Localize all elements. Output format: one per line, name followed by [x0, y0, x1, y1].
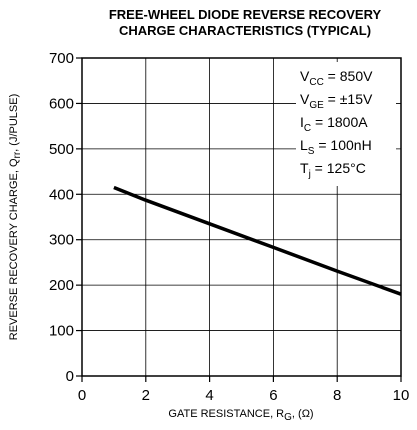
plot-frame	[81, 57, 402, 377]
x-tick-label: 8	[333, 387, 341, 404]
x-tick-label: 0	[78, 387, 86, 404]
y-tick-label: 100	[49, 323, 74, 340]
condition-line: LS = 100nH	[300, 137, 372, 157]
y-tick-label: 400	[49, 186, 74, 203]
chart-title-line-1: FREE-WHEEL DIODE REVERSE RECOVERY	[109, 7, 382, 22]
series-line	[113, 185, 402, 296]
condition-line: IC = 1800A	[300, 114, 368, 134]
chart-title-line-2: CHARGE CHARACTERISTICS (TYPICAL)	[119, 23, 371, 38]
conditions-box-bg	[296, 62, 396, 186]
y-tick-label: 700	[49, 50, 74, 67]
y-tick-label: 600	[49, 95, 74, 112]
y-axis-label: REVERSE RECOVERY CHARGE, Qrr, (J/PULSE)	[8, 94, 23, 341]
y-tick-label: 500	[49, 141, 74, 158]
x-axis-label: GATE RESISTANCE, RG, (Ω)	[168, 408, 313, 423]
conditions-box: VCC = 850V VGE = ±15V IC = 1800A LS = 100nH…	[300, 68, 373, 180]
condition-line: VCC = 850V	[300, 68, 373, 88]
x-axis-ticks: 0 2 4 6 8 10	[78, 376, 410, 404]
y-tick-label: 300	[49, 232, 74, 249]
y-tick-label: 200	[49, 277, 74, 294]
condition-line: VGE = ±15V	[300, 91, 373, 111]
x-tick-label: 10	[393, 387, 410, 404]
x-tick-label: 6	[269, 387, 277, 404]
y-tick-label: 0	[66, 368, 74, 385]
condition-line: Tj = 125°C	[300, 160, 366, 180]
y-axis-ticks: 0 100 200 300 400 500 600 700	[49, 50, 82, 385]
series-layer	[113, 185, 402, 296]
x-tick-label: 2	[142, 387, 150, 404]
x-tick-label: 4	[205, 387, 213, 404]
